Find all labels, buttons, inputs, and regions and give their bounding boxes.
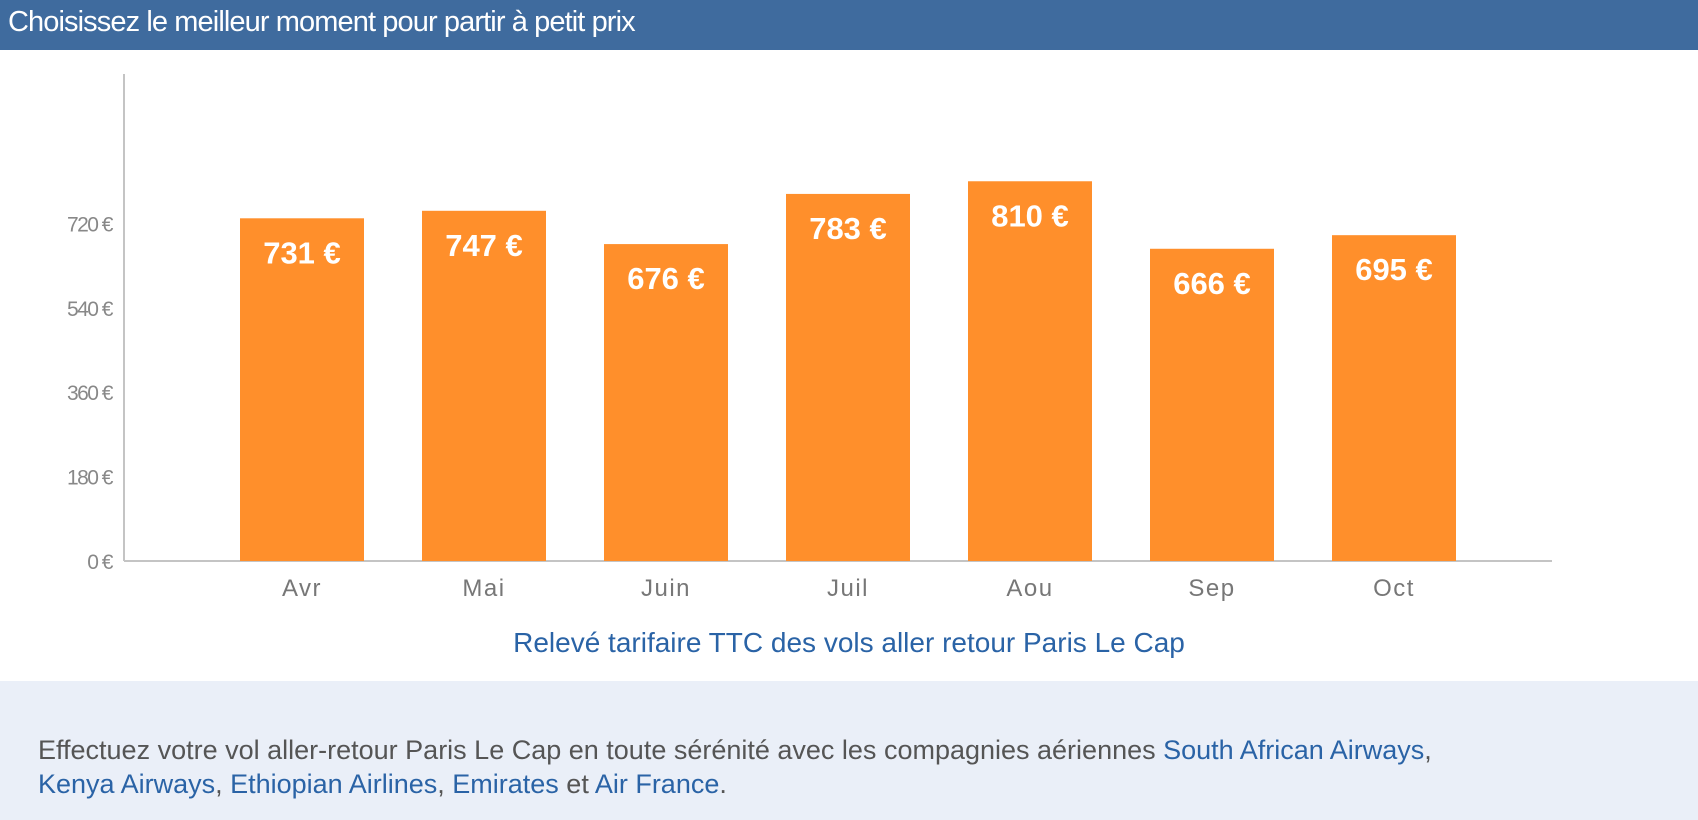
y-tick-label: 0 € bbox=[87, 551, 114, 574]
bar[interactable] bbox=[786, 193, 910, 561]
airlines-info-panel: Effectuez votre vol aller-retour Paris L… bbox=[0, 681, 1698, 820]
price-bar-chart: 0 € 180 € 360 € 540 € 720 € 731 € Avr 747 € Mai 6… bbox=[67, 74, 1552, 602]
bar[interactable] bbox=[604, 244, 728, 562]
bar-value-label: 676 € bbox=[627, 261, 705, 296]
header-bar: Choisissez le meilleur moment pour parti… bbox=[0, 0, 1698, 50]
x-tick-label: Oct bbox=[1373, 575, 1415, 602]
bar-value-label: 666 € bbox=[1173, 266, 1251, 301]
sentence-end: . bbox=[719, 769, 727, 799]
x-tick-label: Avr bbox=[282, 575, 322, 602]
bar[interactable] bbox=[240, 218, 364, 561]
y-tick-label: 360 € bbox=[67, 382, 114, 405]
conjunction-text: et bbox=[558, 769, 595, 799]
link-air-france[interactable]: Air France bbox=[594, 769, 720, 799]
bar[interactable] bbox=[1150, 248, 1274, 562]
separator: , bbox=[215, 769, 231, 799]
link-kenya-airways[interactable]: Kenya Airways bbox=[38, 769, 216, 799]
separator: , bbox=[1424, 735, 1432, 765]
x-tick-label: Aou bbox=[1006, 575, 1053, 602]
x-tick-label: Sep bbox=[1188, 575, 1235, 602]
bar-value-label: 810 € bbox=[991, 198, 1069, 233]
page-title: Choisissez le meilleur moment pour parti… bbox=[8, 6, 636, 38]
separator: , bbox=[437, 769, 453, 799]
y-tick-label: 180 € bbox=[67, 467, 114, 490]
bar-value-label: 731 € bbox=[263, 235, 341, 270]
airlines-info-text: Effectuez votre vol aller-retour Paris L… bbox=[38, 733, 1678, 801]
bar-value-label: 695 € bbox=[1355, 252, 1433, 287]
bar[interactable] bbox=[1332, 235, 1456, 562]
bar[interactable] bbox=[968, 181, 1092, 561]
y-tick-label: 720 € bbox=[67, 213, 114, 236]
info-text-intro: Effectuez votre vol aller-retour Paris L… bbox=[38, 735, 1164, 765]
link-emirates[interactable]: Emirates bbox=[452, 769, 559, 799]
x-tick-label: Juil bbox=[827, 575, 869, 602]
link-south-african-airways[interactable]: South African Airways bbox=[1163, 735, 1425, 765]
x-tick-label: Mai bbox=[462, 575, 505, 602]
bar[interactable] bbox=[422, 210, 546, 561]
y-tick-label: 540 € bbox=[67, 298, 114, 321]
bar-value-label: 783 € bbox=[809, 211, 887, 246]
link-ethiopian-airlines[interactable]: Ethiopian Airlines bbox=[230, 769, 438, 799]
x-tick-label: Juin bbox=[641, 575, 691, 602]
bar-value-label: 747 € bbox=[445, 228, 523, 263]
chart-caption: Relevé tarifaire TTC des vols aller reto… bbox=[513, 627, 1185, 658]
